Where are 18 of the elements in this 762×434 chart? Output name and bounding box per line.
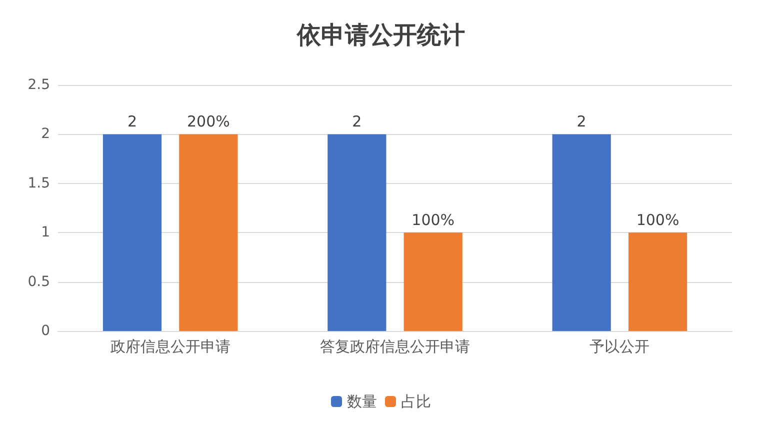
y-tick-label: 2 bbox=[41, 126, 50, 142]
x-tick-label: 政府信息公开申请 bbox=[110, 338, 230, 356]
y-tick-label: 2.5 bbox=[28, 77, 50, 93]
x-tick-label: 答复政府信息公开申请 bbox=[320, 338, 470, 356]
data-label: 2 bbox=[576, 112, 586, 131]
x-tick-label: 予以公开 bbox=[590, 338, 650, 356]
y-tick-label: 0.5 bbox=[28, 274, 50, 290]
data-label: 200% bbox=[186, 112, 230, 131]
legend-label: 占比 bbox=[401, 392, 431, 410]
legend-label: 数量 bbox=[347, 392, 377, 410]
y-tick-label: 0 bbox=[41, 323, 50, 339]
y-tick-label: 1 bbox=[41, 224, 50, 241]
data-label: 100% bbox=[412, 211, 455, 230]
data-label: 2 bbox=[127, 112, 138, 131]
data-label: 100% bbox=[636, 211, 680, 230]
y-tick-label: 1.5 bbox=[28, 175, 50, 192]
data-label: 2 bbox=[352, 112, 362, 131]
chart-title: 依申请公开统计 bbox=[296, 21, 465, 49]
